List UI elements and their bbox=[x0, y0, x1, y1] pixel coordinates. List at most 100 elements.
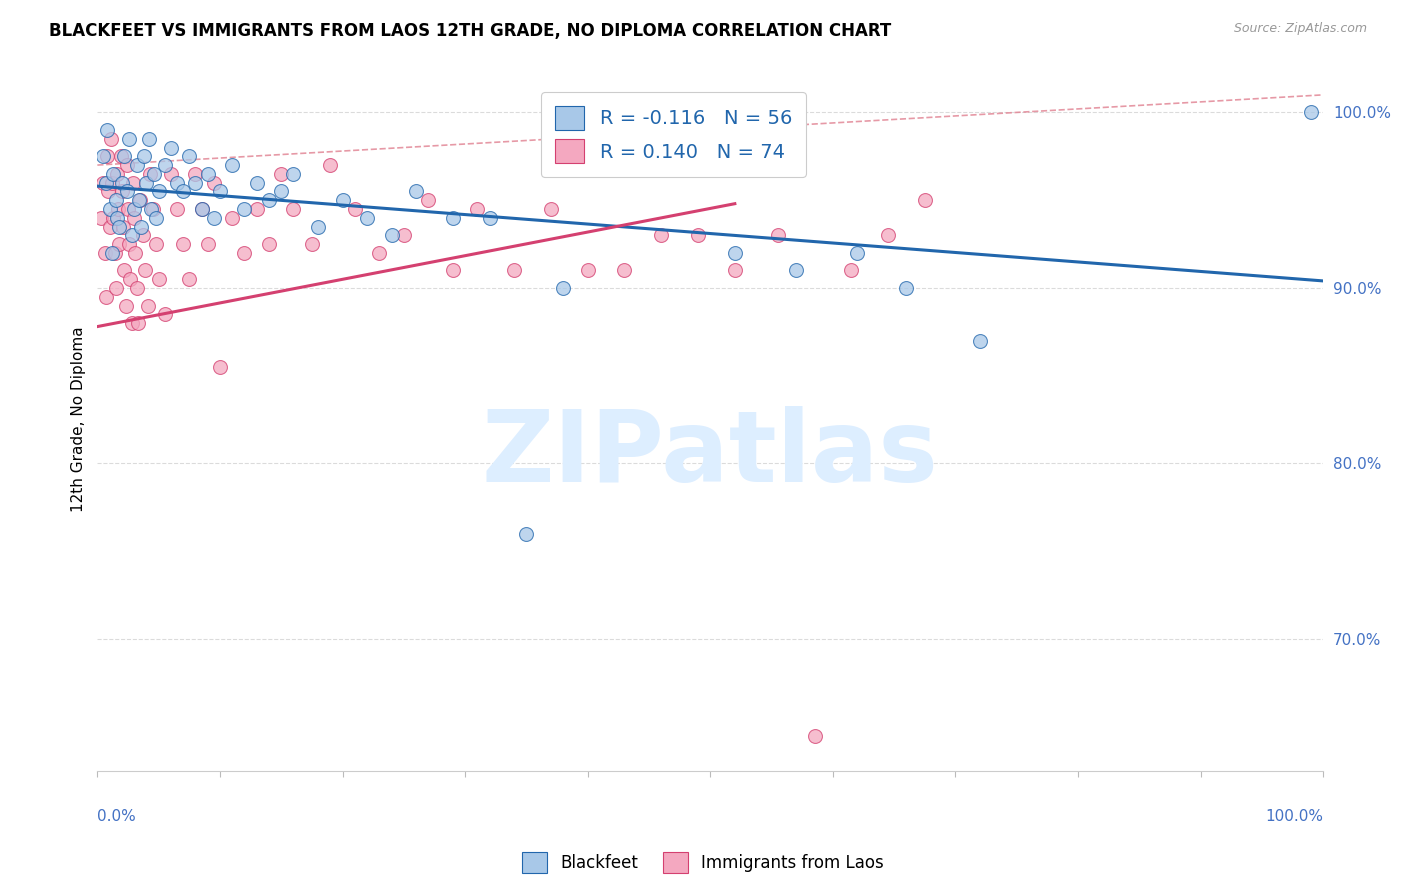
Text: BLACKFEET VS IMMIGRANTS FROM LAOS 12TH GRADE, NO DIPLOMA CORRELATION CHART: BLACKFEET VS IMMIGRANTS FROM LAOS 12TH G… bbox=[49, 22, 891, 40]
Point bbox=[246, 176, 269, 190]
Point bbox=[108, 219, 131, 234]
Point bbox=[142, 167, 165, 181]
Point bbox=[136, 298, 159, 312]
Point bbox=[283, 167, 305, 181]
Point bbox=[478, 211, 501, 225]
Point bbox=[105, 211, 128, 225]
Point bbox=[98, 202, 121, 216]
Point bbox=[94, 290, 117, 304]
Point bbox=[179, 272, 201, 286]
Point bbox=[110, 149, 132, 163]
Point bbox=[467, 202, 489, 216]
Point bbox=[111, 185, 134, 199]
Point bbox=[104, 281, 127, 295]
Point bbox=[785, 263, 807, 277]
Point bbox=[202, 176, 225, 190]
Point bbox=[153, 158, 176, 172]
Point bbox=[103, 211, 125, 225]
Point bbox=[129, 193, 152, 207]
Point bbox=[111, 176, 134, 190]
Point bbox=[148, 185, 170, 199]
Point bbox=[283, 202, 305, 216]
Point bbox=[650, 228, 672, 243]
Point bbox=[356, 211, 378, 225]
Point bbox=[124, 245, 146, 260]
Point bbox=[108, 237, 131, 252]
Y-axis label: 12th Grade, No Diploma: 12th Grade, No Diploma bbox=[72, 326, 86, 512]
Point bbox=[122, 176, 145, 190]
Point bbox=[914, 193, 936, 207]
Point bbox=[145, 211, 167, 225]
Point bbox=[125, 281, 148, 295]
Point bbox=[877, 228, 900, 243]
Point bbox=[846, 245, 869, 260]
Point bbox=[135, 176, 157, 190]
Point bbox=[166, 202, 188, 216]
Point bbox=[172, 237, 194, 252]
Point bbox=[122, 211, 145, 225]
Point bbox=[112, 219, 135, 234]
Point bbox=[93, 149, 115, 163]
Point bbox=[153, 307, 176, 321]
Point bbox=[307, 219, 329, 234]
Point bbox=[190, 202, 212, 216]
Point bbox=[221, 211, 243, 225]
Point bbox=[103, 245, 125, 260]
Point bbox=[118, 237, 141, 252]
Point bbox=[160, 167, 183, 181]
Point bbox=[98, 219, 121, 234]
Point bbox=[101, 245, 124, 260]
Point bbox=[613, 263, 636, 277]
Point bbox=[118, 132, 141, 146]
Point bbox=[441, 211, 464, 225]
Point bbox=[503, 263, 526, 277]
Point bbox=[96, 149, 118, 163]
Point bbox=[127, 316, 149, 330]
Point bbox=[197, 237, 219, 252]
Point bbox=[115, 158, 138, 172]
Point bbox=[128, 193, 150, 207]
Point bbox=[969, 334, 991, 348]
Text: Source: ZipAtlas.com: Source: ZipAtlas.com bbox=[1233, 22, 1367, 36]
Text: 0.0%: 0.0% bbox=[97, 809, 136, 824]
Point bbox=[1299, 105, 1322, 120]
Point bbox=[139, 167, 162, 181]
Point bbox=[94, 176, 117, 190]
Point bbox=[515, 526, 537, 541]
Point bbox=[803, 729, 825, 743]
Point bbox=[141, 202, 163, 216]
Point bbox=[115, 185, 138, 199]
Point bbox=[332, 193, 354, 207]
Point bbox=[724, 245, 747, 260]
Point bbox=[270, 185, 292, 199]
Point bbox=[93, 245, 115, 260]
Point bbox=[257, 237, 280, 252]
Point bbox=[405, 185, 427, 199]
Point bbox=[134, 263, 156, 277]
Point bbox=[221, 158, 243, 172]
Legend: R = -0.116   N = 56, R = 0.140   N = 74: R = -0.116 N = 56, R = 0.140 N = 74 bbox=[541, 92, 806, 177]
Point bbox=[121, 228, 143, 243]
Text: 100.0%: 100.0% bbox=[1265, 809, 1323, 824]
Point bbox=[257, 193, 280, 207]
Point bbox=[553, 281, 575, 295]
Point bbox=[131, 219, 153, 234]
Point bbox=[105, 167, 128, 181]
Point bbox=[184, 176, 207, 190]
Point bbox=[125, 158, 148, 172]
Point bbox=[208, 185, 231, 199]
Point bbox=[93, 176, 115, 190]
Point bbox=[114, 298, 136, 312]
Point bbox=[172, 185, 194, 199]
Point bbox=[97, 185, 120, 199]
Point bbox=[117, 202, 139, 216]
Point bbox=[343, 202, 366, 216]
Point bbox=[104, 193, 127, 207]
Point bbox=[441, 263, 464, 277]
Point bbox=[121, 316, 143, 330]
Point bbox=[686, 228, 709, 243]
Point bbox=[208, 359, 231, 374]
Point bbox=[101, 176, 124, 190]
Point bbox=[120, 272, 142, 286]
Point bbox=[233, 202, 256, 216]
